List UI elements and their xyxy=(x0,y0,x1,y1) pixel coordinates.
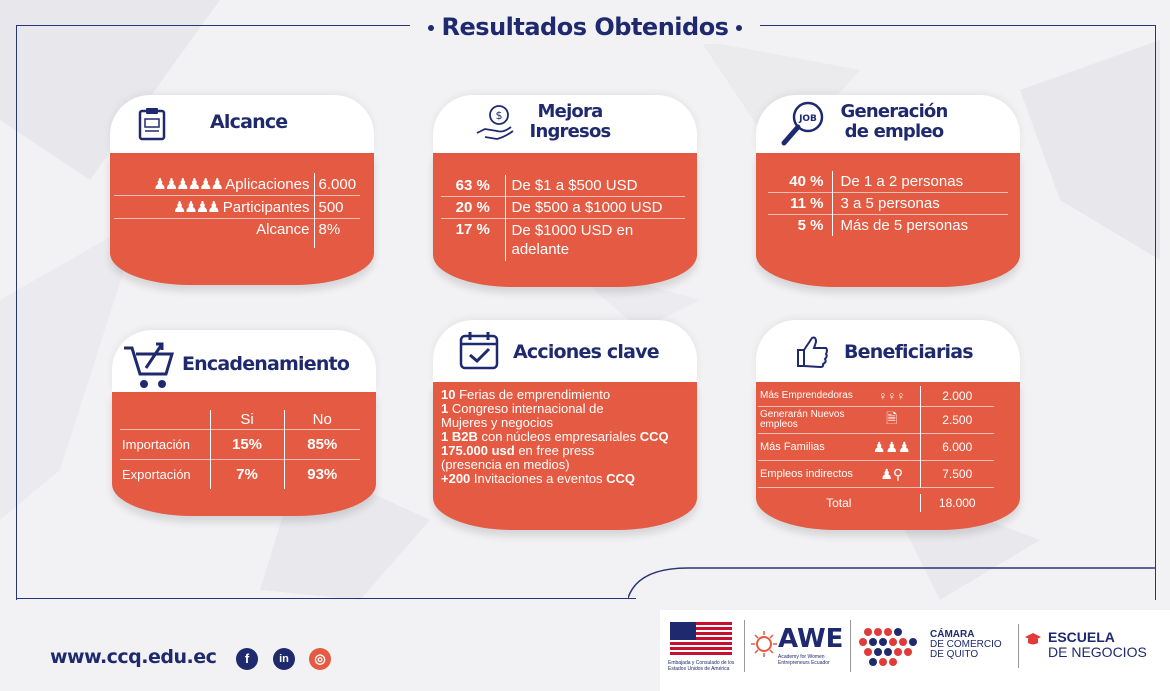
awe-logo: AWE xyxy=(778,624,844,654)
card-title: Alcance xyxy=(210,111,288,133)
divider xyxy=(744,620,745,672)
encadenamiento-table: Si No Importación 15% 85% Exportación 7%… xyxy=(120,410,360,489)
table-row: 63 % De $1 a $500 USD xyxy=(441,175,685,197)
card-alcance: Alcance ♟♟♟♟♟♟ Aplicaciones 6.000 ♟♟♟♟ P… xyxy=(110,95,374,285)
people-icon: ♟♟♟♟♟♟ xyxy=(153,176,224,193)
card-title: Encadenamiento xyxy=(182,353,350,375)
website-link[interactable]: www.ccq.edu.ec xyxy=(50,646,217,668)
table-row: 17 % De $1000 USD en adelante xyxy=(441,218,685,261)
table-row: Exportación 7% 93% xyxy=(120,459,360,489)
thumbs-up-icon xyxy=(797,336,828,369)
table-row: 11 % 3 a 5 personas xyxy=(768,192,1008,215)
divider xyxy=(1018,624,1019,668)
table-row: Más Familias ♟♟♟ 6.000 xyxy=(758,433,994,461)
svg-text:$: $ xyxy=(496,109,503,122)
card-ingresos: $ Mejora Ingresos 63 % De $1 a $500 USD … xyxy=(433,95,697,287)
cart-icon xyxy=(124,342,175,388)
linkedin-icon[interactable]: in xyxy=(273,648,295,670)
beneficiarias-table: Más Emprendedoras ♀♀♀ 2.000 Generarán Nu… xyxy=(758,386,994,488)
acciones-list: 10 Ferias de emprendimiento 1 Congreso i… xyxy=(433,382,697,530)
alcance-table: ♟♟♟♟♟♟ Aplicaciones 6.000 ♟♟♟♟ Participa… xyxy=(114,173,361,248)
document-icon: 🗎 xyxy=(886,410,898,426)
search-person-icon: ♟⚲ xyxy=(880,465,904,482)
awe-sun-icon xyxy=(751,631,777,657)
frame-bottom-line xyxy=(16,598,636,599)
divider xyxy=(850,620,851,672)
table-row: ♟♟♟♟♟♟ Aplicaciones 6.000 xyxy=(114,173,361,196)
camara-logo-icon xyxy=(859,628,917,666)
table-row: Total 18.000 xyxy=(758,494,994,512)
awe-subtitle: Academy for Women Entrepreneurs Ecuador xyxy=(778,654,830,666)
frame-curve xyxy=(628,567,1156,599)
empleo-table: 40 % De 1 a 2 personas 11 % 3 a 5 person… xyxy=(768,171,1008,236)
graduation-cap-icon xyxy=(1025,633,1041,645)
table-row: Generarán Nuevos empleos 🗎 2.500 xyxy=(758,406,994,434)
table-row: ♟♟♟♟ Participantes 500 xyxy=(114,195,361,219)
card-acciones: Acciones clave 10 Ferias de emprendimien… xyxy=(433,320,697,530)
list-item: 175.000 usd en free press (presencia en … xyxy=(441,443,595,472)
clipboard-icon xyxy=(138,108,166,141)
card-title: Acciones clave xyxy=(513,341,660,363)
people-icon: ♟♟♟♟ xyxy=(172,199,221,216)
family-icon: ♟♟♟ xyxy=(872,438,911,455)
table-row: 40 % De 1 a 2 personas xyxy=(768,171,1008,193)
instagram-icon[interactable]: ◎ xyxy=(309,648,331,670)
table-row: Importación 15% 85% xyxy=(120,429,360,460)
list-item: 1 B2B con núcleos empresariales CCQ xyxy=(441,429,669,444)
us-flag-icon xyxy=(670,622,732,656)
money-hand-icon: $ xyxy=(476,105,514,140)
table-row: 20 % De $500 a $1000 USD xyxy=(441,196,685,219)
calendar-check-icon xyxy=(459,332,499,370)
card-empleo: JOB Generación de empleo 40 % De 1 a 2 p… xyxy=(756,95,1020,287)
job-search-icon: JOB xyxy=(781,101,824,146)
card-encadenamiento: Encadenamiento Si No Importación 15% 85%… xyxy=(112,330,376,516)
card-title: Generación de empleo xyxy=(840,101,948,142)
list-item: 1 Congreso internacional de Mujeres y ne… xyxy=(441,401,604,430)
escuela-logo-text: ESCUELA DE NEGOCIOS xyxy=(1048,629,1147,660)
table-row: Empleos indirectos ♟⚲ 7.500 xyxy=(758,460,994,488)
page-title: Resultados Obtenidos xyxy=(410,10,760,44)
camara-logo-text: CÁMARA DE COMERCIO DE QUITO xyxy=(930,629,1002,660)
facebook-icon[interactable]: f xyxy=(236,648,258,670)
card-beneficiarias: Beneficiarias Más Emprendedoras ♀♀♀ 2.00… xyxy=(756,320,1020,530)
svg-text:JOB: JOB xyxy=(798,114,817,124)
card-title: Mejora Ingresos xyxy=(529,101,612,142)
table-header-row: Si No xyxy=(120,410,360,430)
partner-logos: Embajada y Consulado de los Estados Unid… xyxy=(660,610,1170,691)
table-row: Más Emprendedoras ♀♀♀ 2.000 xyxy=(758,386,994,407)
embassy-label: Embajada y Consulado de los Estados Unid… xyxy=(668,660,735,672)
card-title: Beneficiarias xyxy=(844,341,974,363)
ingresos-table: 63 % De $1 a $500 USD 20 % De $500 a $10… xyxy=(441,175,685,261)
table-row: 5 % Más de 5 personas xyxy=(768,214,1008,236)
beneficiarias-total: Total 18.000 xyxy=(758,494,994,512)
table-row: Alcance 8% xyxy=(114,218,361,248)
list-item: 10 Ferias de emprendimiento xyxy=(441,387,611,402)
women-icon: ♀♀♀ xyxy=(878,389,906,403)
list-item: +200 Invitaciones a eventos CCQ xyxy=(441,471,636,486)
